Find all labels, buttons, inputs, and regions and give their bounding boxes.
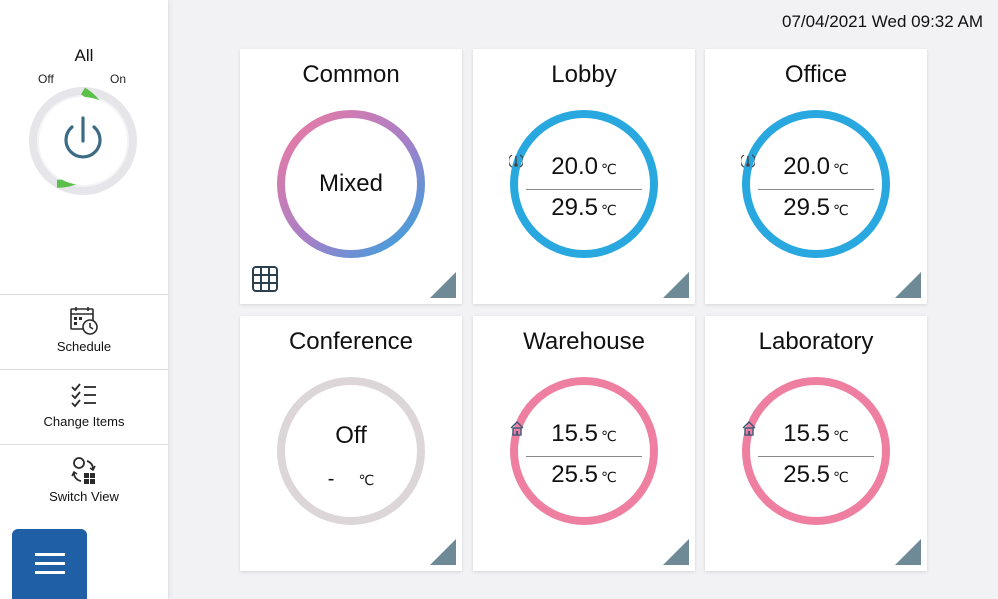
change-items-label: Change Items	[43, 414, 125, 429]
switch-view-icon	[71, 457, 96, 484]
schedule-button[interactable]: Schedule	[0, 294, 168, 369]
tile-title: Office	[784, 61, 848, 88]
tile-conference[interactable]: Conference Off - ℃	[240, 316, 462, 571]
corner-triangle-icon	[895, 539, 921, 565]
corner-triangle-icon	[663, 539, 689, 565]
off-status: Off	[335, 422, 367, 449]
room-temp-value: 29.5	[783, 194, 830, 221]
mixed-status: Mixed	[318, 170, 384, 197]
room-temp: 25.5 ℃	[509, 461, 659, 489]
set-temp-value: 20.0	[783, 153, 830, 180]
switch-view-label: Switch View	[49, 489, 119, 504]
status-ring: 15.5 ℃ 25.5 ℃	[509, 376, 659, 526]
tile-office[interactable]: Office 20.0 ℃ 29.5 ℃	[705, 49, 927, 304]
tile-title: Warehouse	[523, 328, 645, 355]
divider	[526, 189, 642, 190]
menu-button[interactable]	[12, 529, 87, 599]
switch-view-button[interactable]: Switch View	[0, 444, 168, 519]
set-temp: 15.5 ℃	[741, 420, 891, 448]
corner-triangle-icon	[895, 272, 921, 298]
tile-title: Common	[302, 61, 400, 88]
room-temp: 29.5 ℃	[509, 194, 659, 222]
temp-unit: ℃	[358, 472, 375, 488]
home-heat-icon	[742, 421, 756, 436]
grid-icon[interactable]	[252, 266, 278, 292]
schedule-label: Schedule	[56, 339, 112, 354]
temp-unit: ℃	[600, 469, 617, 485]
all-power-toggle[interactable]	[27, 85, 139, 197]
tile-warehouse[interactable]: Warehouse 15.5 ℃ 25.5 ℃	[473, 316, 695, 571]
temp-unit: ℃	[832, 428, 849, 444]
status-ring: Mixed	[276, 109, 426, 259]
temp-unit: ℃	[832, 202, 849, 218]
divider	[758, 456, 874, 457]
status-ring: 20.0 ℃ 29.5 ℃	[509, 109, 659, 259]
room-temp-value: -	[327, 468, 335, 490]
divider	[758, 189, 874, 190]
home-heat-icon	[510, 421, 524, 436]
sidebar: All Off On Schedule	[0, 0, 169, 599]
corner-triangle-icon	[430, 272, 456, 298]
corner-triangle-icon	[430, 539, 456, 565]
cool-mode-icon	[509, 154, 523, 168]
temp-unit: ℃	[832, 161, 849, 177]
set-temp-value: 15.5	[783, 420, 830, 447]
checklist-icon	[71, 383, 96, 408]
temp-unit: ℃	[600, 202, 617, 218]
room-temp: 25.5 ℃	[741, 461, 891, 489]
status-ring: 15.5 ℃ 25.5 ℃	[741, 376, 891, 526]
off-label: Off	[38, 72, 54, 86]
corner-triangle-icon	[663, 272, 689, 298]
room-temp: 29.5 ℃	[741, 194, 891, 222]
room-temp-value: 25.5	[551, 461, 598, 488]
calendar-clock-icon	[70, 307, 98, 335]
tile-common[interactable]: Common Mixed	[240, 49, 462, 304]
datetime-display: 07/04/2021 Wed 09:32 AM	[781, 12, 983, 31]
cool-mode-icon	[741, 154, 755, 168]
divider	[526, 456, 642, 457]
room-temp-value: 25.5	[783, 461, 830, 488]
set-temp: 20.0 ℃	[741, 153, 891, 181]
set-temp-value: 20.0	[551, 153, 598, 180]
all-label: All	[74, 46, 94, 65]
status-ring: Off - ℃	[276, 376, 426, 526]
set-temp: 20.0 ℃	[509, 153, 659, 181]
power-icon	[64, 116, 102, 159]
set-temp: 15.5 ℃	[509, 420, 659, 448]
on-label: On	[110, 72, 127, 86]
room-temp: - ℃	[276, 468, 426, 491]
room-temp-value: 29.5	[551, 194, 598, 221]
tile-title: Conference	[288, 328, 414, 355]
tile-title: Laboratory	[758, 328, 874, 355]
hamburger-icon	[35, 553, 65, 574]
temp-unit: ℃	[832, 469, 849, 485]
status-ring: 20.0 ℃ 29.5 ℃	[741, 109, 891, 259]
change-items-button[interactable]: Change Items	[0, 369, 168, 444]
tile-laboratory[interactable]: Laboratory 15.5 ℃ 25.5 ℃	[705, 316, 927, 571]
tile-lobby[interactable]: Lobby 20.0 ℃ 29.5 ℃	[473, 49, 695, 304]
temp-unit: ℃	[600, 428, 617, 444]
set-temp-value: 15.5	[551, 420, 598, 447]
temp-unit: ℃	[600, 161, 617, 177]
tile-title: Lobby	[551, 61, 617, 88]
